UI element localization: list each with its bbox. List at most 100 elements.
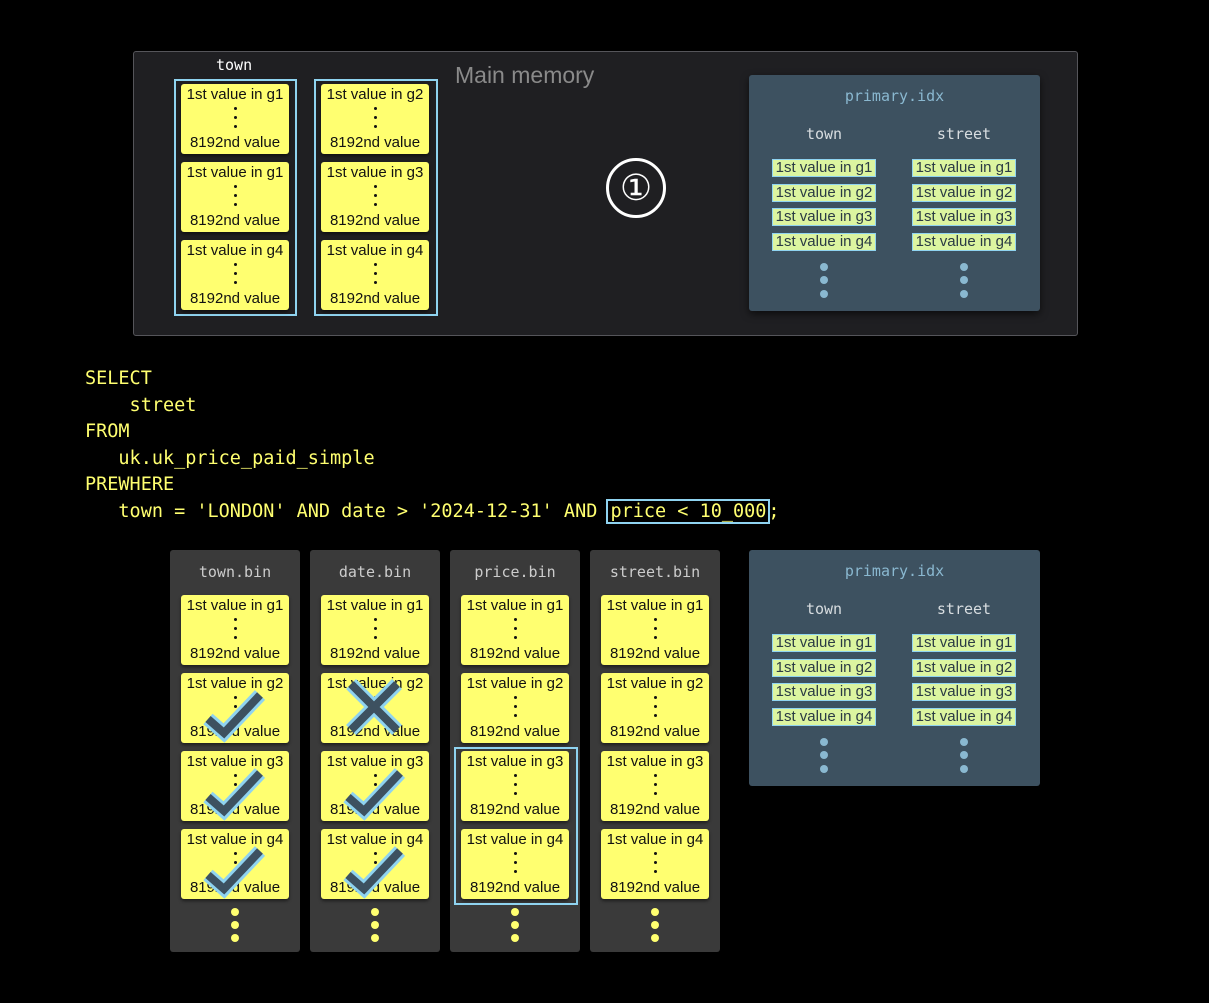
- first-value-label: 1st value in g2: [326, 86, 424, 103]
- vertical-ellipsis-icon: [234, 263, 237, 285]
- first-value-label: 1st value in g3: [326, 164, 424, 181]
- column-bin-file: street.bin 1st value in g1 8192nd value 1st…: [590, 550, 720, 952]
- index-mark: 1st value in g1: [912, 634, 1016, 652]
- last-value-label: 8192nd value: [189, 290, 281, 307]
- bin-title: town.bin: [198, 563, 272, 581]
- price-highlight-frame: [454, 747, 578, 905]
- first-value-label: 1st value in g2: [466, 675, 564, 692]
- first-value-label: 1st value in g1: [186, 86, 284, 103]
- index-mark: 1st value in g4: [772, 707, 876, 726]
- vertical-ellipsis-icon: [514, 696, 517, 718]
- column-bin-file: price.bin 1st value in g1 8192nd value 1st …: [450, 550, 580, 952]
- index-mark: 1st value in g3: [912, 208, 1016, 226]
- step-marker: ①: [606, 158, 666, 218]
- first-value-label: 1st value in g2: [606, 675, 704, 692]
- granule-card: 1st value in g2 8192nd value: [321, 84, 429, 154]
- index-mark: 1st value in g3: [772, 683, 876, 701]
- index-mark: 1st value in g1: [912, 159, 1016, 177]
- granule-card: 1st value in g3 8192nd value: [601, 751, 709, 821]
- first-value-label: 1st value in g4: [326, 831, 424, 848]
- last-value-label: 8192nd value: [469, 801, 561, 818]
- sql-text: ;: [768, 500, 780, 522]
- column-bin-file: date.bin 1st value in g1 8192nd value 1st v…: [310, 550, 440, 952]
- sql-line: street: [85, 394, 197, 416]
- sql-line: town = 'LONDON' AND date > '2024-12-31' …: [85, 498, 780, 524]
- vertical-ellipsis-icon: [371, 908, 379, 947]
- first-value-label: 1st value in g4: [186, 831, 284, 848]
- checkmark-icon: [343, 768, 406, 821]
- checkmark-icon: [343, 846, 406, 899]
- index-mark: 1st value in g1: [772, 159, 876, 177]
- index-column-label: town: [805, 600, 843, 618]
- last-value-label: 8192nd value: [189, 134, 281, 151]
- last-value-label: 8192nd value: [189, 212, 281, 229]
- vertical-ellipsis-icon: [772, 262, 876, 298]
- vertical-ellipsis-icon: [374, 263, 377, 285]
- vertical-ellipsis-icon: [912, 262, 1016, 298]
- index-mark: 1st value in g4: [912, 707, 1016, 726]
- granule-card: 1st value in g4 8192nd value: [181, 240, 289, 310]
- main-memory-title: Main memory: [455, 62, 595, 88]
- granule-card: 1st value in g2 8192nd value: [461, 673, 569, 743]
- cross-icon: [346, 679, 402, 735]
- last-value-label: 8192nd value: [609, 723, 701, 740]
- last-value-label: 8192nd value: [469, 879, 561, 896]
- granule-card: 1st value in g1 8192nd value: [181, 595, 289, 665]
- first-value-label: 1st value in g3: [326, 753, 424, 770]
- index-mark: 1st value in g1: [772, 634, 876, 652]
- vertical-ellipsis-icon: [912, 737, 1016, 773]
- index-mark: 1st value in g4: [772, 232, 876, 251]
- granule-card: 1st value in g2 8192nd value: [601, 673, 709, 743]
- vertical-ellipsis-icon: [654, 696, 657, 718]
- sql-line: uk.uk_price_paid_simple: [85, 447, 375, 469]
- vertical-ellipsis-icon: [654, 618, 657, 640]
- vertical-ellipsis-icon: [772, 737, 876, 773]
- index-column-label: town: [805, 125, 843, 143]
- vertical-ellipsis-icon: [511, 908, 519, 947]
- last-value-label: 8192nd value: [469, 723, 561, 740]
- bin-title: street.bin: [609, 563, 701, 581]
- bin-title: price.bin: [474, 563, 556, 581]
- granule-card: 1st value in g1 8192nd value: [461, 595, 569, 665]
- first-value-label: 1st value in g4: [466, 831, 564, 848]
- index-mark: 1st value in g4: [912, 232, 1016, 251]
- index-column: town 1st value in g1 1st value in g2 1st va…: [772, 600, 876, 778]
- first-value-label: 1st value in g3: [466, 753, 564, 770]
- checkmark-icon: [203, 846, 266, 899]
- last-value-label: 8192nd value: [609, 879, 701, 896]
- last-value-label: 8192nd value: [329, 645, 421, 662]
- first-value-label: 1st value in g4: [606, 831, 704, 848]
- last-value-label: 8192nd value: [609, 801, 701, 818]
- first-value-label: 1st value in g4: [326, 242, 424, 259]
- vertical-ellipsis-icon: [514, 774, 517, 796]
- vertical-ellipsis-icon: [374, 618, 377, 640]
- first-value-label: 1st value in g2: [186, 675, 284, 692]
- first-value-label: 1st value in g3: [606, 753, 704, 770]
- first-value-label: 1st value in g1: [186, 164, 284, 181]
- index-mark: 1st value in g2: [772, 658, 876, 677]
- granule-card: 1st value in g4 8192nd value: [461, 829, 569, 899]
- index-mark: 1st value in g2: [912, 183, 1016, 202]
- vertical-ellipsis-icon: [234, 107, 237, 129]
- granule-card: 1st value in g1 8192nd value: [321, 595, 429, 665]
- vertical-ellipsis-icon: [514, 852, 517, 874]
- index-mark: 1st value in g3: [912, 683, 1016, 701]
- granule-card: 1st value in g4 8192nd value: [321, 240, 429, 310]
- primary-index-panel: primary.idx town 1st value in g1 1st value …: [749, 75, 1040, 311]
- first-value-label: 1st value in g1: [606, 597, 704, 614]
- vertical-ellipsis-icon: [374, 185, 377, 207]
- granule-card: 1st value in g3 8192nd value: [181, 751, 289, 821]
- index-column: street 1st value in g1 1st value in g2 1st …: [912, 125, 1016, 303]
- index-column-label: street: [936, 125, 992, 143]
- memory-column-label: town: [216, 56, 253, 74]
- granule-card: 1st value in g3 8192nd value: [461, 751, 569, 821]
- sql-query: SELECT street FROM uk.uk_price_paid_simp…: [85, 366, 780, 526]
- vertical-ellipsis-icon: [231, 908, 239, 947]
- primary-index-panel: primary.idx town 1st value in g1 1st value …: [749, 550, 1040, 786]
- highlighted-condition: price < 10_000: [606, 498, 771, 524]
- granule-card: 1st value in g3 8192nd value: [321, 162, 429, 232]
- checkmark-icon: [203, 768, 266, 821]
- index-mark: 1st value in g2: [772, 183, 876, 202]
- vertical-ellipsis-icon: [651, 908, 659, 947]
- index-title: primary.idx: [844, 562, 945, 580]
